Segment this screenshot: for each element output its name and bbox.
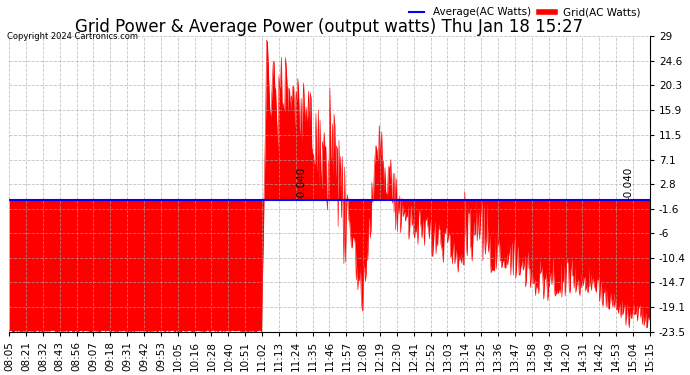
Text: -0.040: -0.040 xyxy=(296,166,306,200)
Title: Grid Power & Average Power (output watts) Thu Jan 18 15:27: Grid Power & Average Power (output watts… xyxy=(75,18,584,36)
Text: -0.040: -0.040 xyxy=(623,166,633,200)
Legend: Average(AC Watts), Grid(AC Watts): Average(AC Watts), Grid(AC Watts) xyxy=(404,3,644,22)
Text: Copyright 2024 Cartronics.com: Copyright 2024 Cartronics.com xyxy=(7,32,138,41)
